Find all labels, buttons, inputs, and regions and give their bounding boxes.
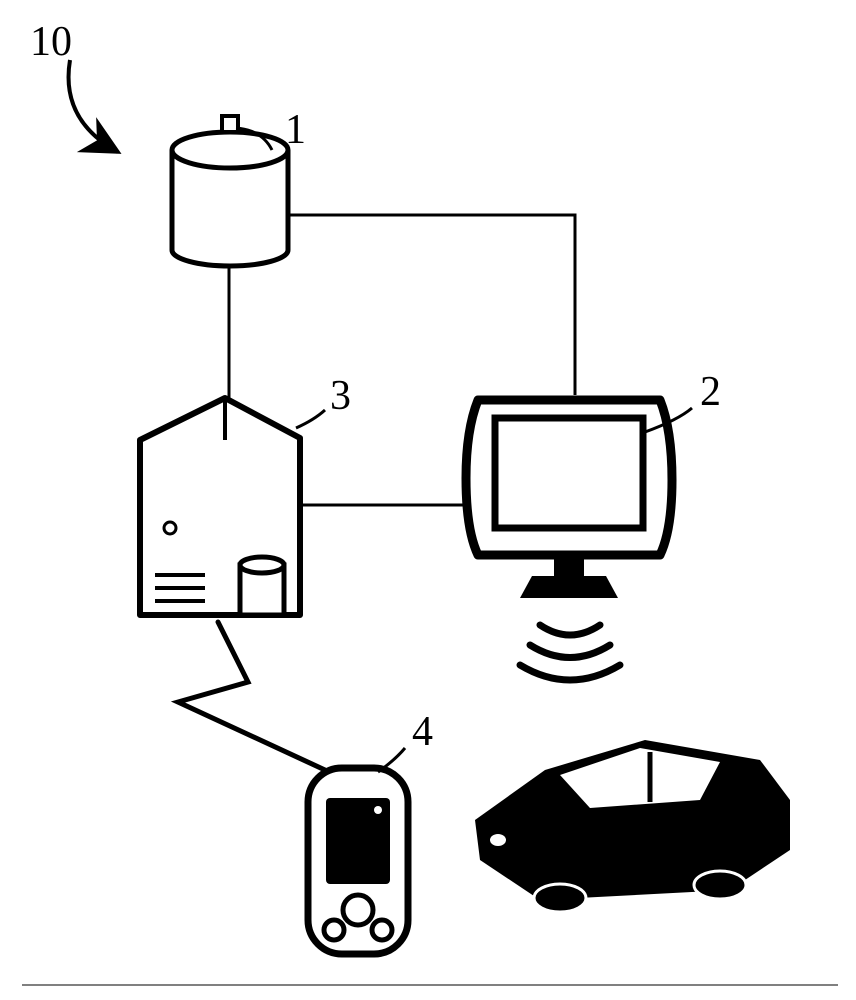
database-node — [172, 116, 288, 266]
label-monitor: 2 — [700, 368, 721, 416]
car-node — [475, 740, 790, 912]
label-system: 10 — [30, 18, 72, 66]
server-node — [140, 398, 300, 615]
system-diagram — [0, 0, 856, 1000]
leader-phone — [378, 748, 405, 772]
wireless-arcs — [520, 625, 620, 680]
phone-node — [308, 768, 408, 954]
label-database: 1 — [285, 106, 306, 154]
label-server: 3 — [330, 372, 351, 420]
leader-server — [296, 410, 325, 428]
label-phone: 4 — [412, 708, 433, 756]
monitor-node — [466, 400, 672, 598]
leader-system — [69, 60, 118, 152]
edge-db-monitor — [290, 215, 575, 395]
edge-server-phone — [178, 622, 325, 770]
